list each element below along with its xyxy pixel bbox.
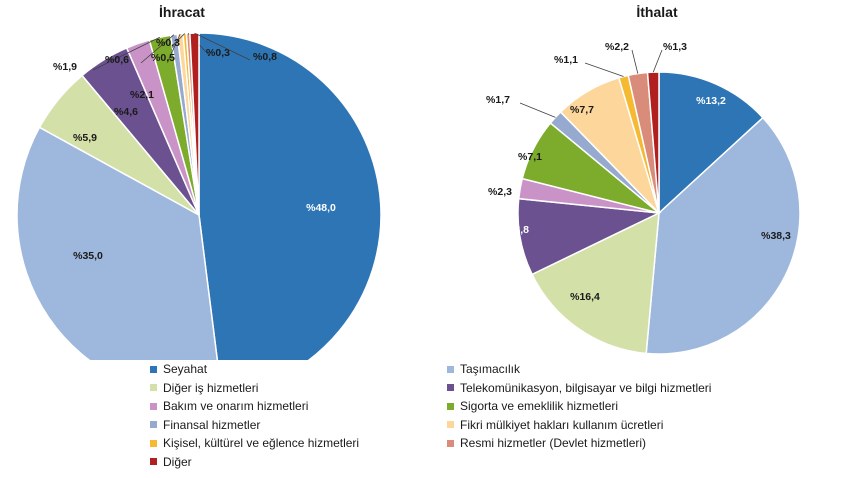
legend-label: Diğer iş hizmetleri <box>163 380 259 395</box>
legend-item-fikri: Fikri mülkiyet hakları kullanım ücretler… <box>447 416 777 435</box>
slice-label-finansal: %0,6 <box>105 54 129 66</box>
slice-label-seyahat: %48,0 <box>306 202 336 214</box>
legend-swatch <box>447 365 454 373</box>
legend-label: Bakım ve onarım hizmetleri <box>163 399 309 414</box>
slice-label-sigorta: %7,1 <box>518 151 542 163</box>
legend-item-diger: Diğer <box>150 453 447 472</box>
legend-item-sigorta: Sigorta ve emeklilik hizmetleri <box>447 397 777 416</box>
leader-line-kisisel <box>584 62 624 77</box>
slice-label-resmi: %0,3 <box>206 47 230 59</box>
slice-label-finansal: %1,7 <box>486 94 510 106</box>
legend-label: Taşımacılık <box>460 362 521 377</box>
slice-label-kisisel: %0,3 <box>156 37 180 49</box>
pie-slice-diger <box>646 71 660 214</box>
legend-item-resmi: Resmi hizmetler (Devlet hizmetleri) <box>447 434 777 453</box>
legend-swatch <box>150 421 157 429</box>
pie-slice-seyahat <box>658 71 764 215</box>
slice-label-diger: %1,3 <box>663 41 687 53</box>
legend-item-kisisel: Kişisel, kültürel ve eğlence hizmetleri <box>150 434 447 453</box>
slice-label-resmi: %2,2 <box>605 41 629 53</box>
import-pie: %13,2 %38,3 %16,4 %8,8 %2,3 %7,1 %1,7 %7,7 %1,1%… <box>486 41 801 355</box>
legend-label: Kişisel, kültürel ve eğlence hizmetleri <box>163 436 360 451</box>
leader-line-fikri <box>167 33 181 62</box>
leader-line-finansal <box>519 102 556 118</box>
slice-label-tasimacilik: %38,3 <box>761 230 791 242</box>
slice-label-sigorta: %1,9 <box>53 61 77 73</box>
legend-label: Finansal hizmetler <box>163 417 261 432</box>
legend-swatch <box>447 384 454 392</box>
legend-swatch <box>447 402 454 410</box>
pie-slice-tasimacilik <box>16 126 219 360</box>
slice-label-telekom: %8,8 <box>505 224 529 236</box>
legend-swatch <box>447 439 454 447</box>
leader-line-diger <box>194 32 251 61</box>
legend-swatch <box>150 365 157 373</box>
legend-label: Fikri mülkiyet hakları kullanım ücretler… <box>460 417 664 432</box>
pie-charts: İhracat İthalat %48,0 %35,0 %5,9 %4,6 %2,1 %1… <box>16 4 801 360</box>
leader-line-finansal <box>140 34 175 64</box>
slice-label-kisisel: %1,1 <box>554 54 578 66</box>
slice-label-seyahat: %13,2 <box>696 95 726 107</box>
legend-item-tasimacilik: Taşımacılık <box>447 360 777 379</box>
legend-item-finansal: Finansal hizmetler <box>150 416 447 435</box>
slice-label-bakim: %2,3 <box>488 186 512 198</box>
slice-label-bakim: %2,1 <box>130 89 154 101</box>
legend-item-diger-is: Diğer iş hizmetleri <box>150 379 447 398</box>
legend-item-bakim: Bakım ve onarım hizmetleri <box>150 397 447 416</box>
export-pie-title: İhracat <box>159 4 205 20</box>
legend-label: Seyahat <box>163 362 208 377</box>
legend-item-seyahat: Seyahat <box>150 360 447 379</box>
legend-label: Diğer <box>163 454 192 469</box>
leader-line-resmi <box>631 49 639 74</box>
leader-line-kisisel <box>171 33 186 47</box>
slice-label-fikri: %0,5 <box>151 52 175 64</box>
import-pie-title: İthalat <box>636 4 678 20</box>
legend-label: Telekomünikasyon, bilgisayar ve bilgi hi… <box>460 380 712 395</box>
slice-label-diger-is: %16,4 <box>570 291 600 303</box>
legend-swatch <box>150 384 157 392</box>
legend-swatch <box>150 402 157 410</box>
legend-swatch <box>447 421 454 429</box>
legend-swatch <box>150 458 157 466</box>
legend-label: Sigorta ve emeklilik hizmetleri <box>460 399 619 414</box>
slice-label-telekom: %4,6 <box>114 106 138 118</box>
legend-item-telekom: Telekomünikasyon, bilgisayar ve bilgi hi… <box>447 379 777 398</box>
slice-label-fikri: %7,7 <box>570 104 594 116</box>
slice-label-tasimacilik: %35,0 <box>73 250 103 262</box>
leader-line-sigorta <box>92 36 161 71</box>
leader-line-diger <box>652 49 663 73</box>
pie-slice-seyahat <box>198 32 382 360</box>
legend-swatch <box>150 439 157 447</box>
export-pie: %48,0 %35,0 %5,9 %4,6 %2,1 %1,9 %0,6 %0,5 %0,3 %0… <box>16 32 382 360</box>
pie-slice-tasimacilik <box>645 116 801 355</box>
slice-label-diger: %0,8 <box>253 51 277 63</box>
legend-label: Resmi hizmetler (Devlet hizmetleri) <box>460 436 647 451</box>
pie-slice-diger-is <box>531 211 660 355</box>
chart-legend: Seyahat Taşımacılık Diğer iş hizmetleri … <box>150 360 790 471</box>
slice-label-diger-is: %5,9 <box>73 132 97 144</box>
